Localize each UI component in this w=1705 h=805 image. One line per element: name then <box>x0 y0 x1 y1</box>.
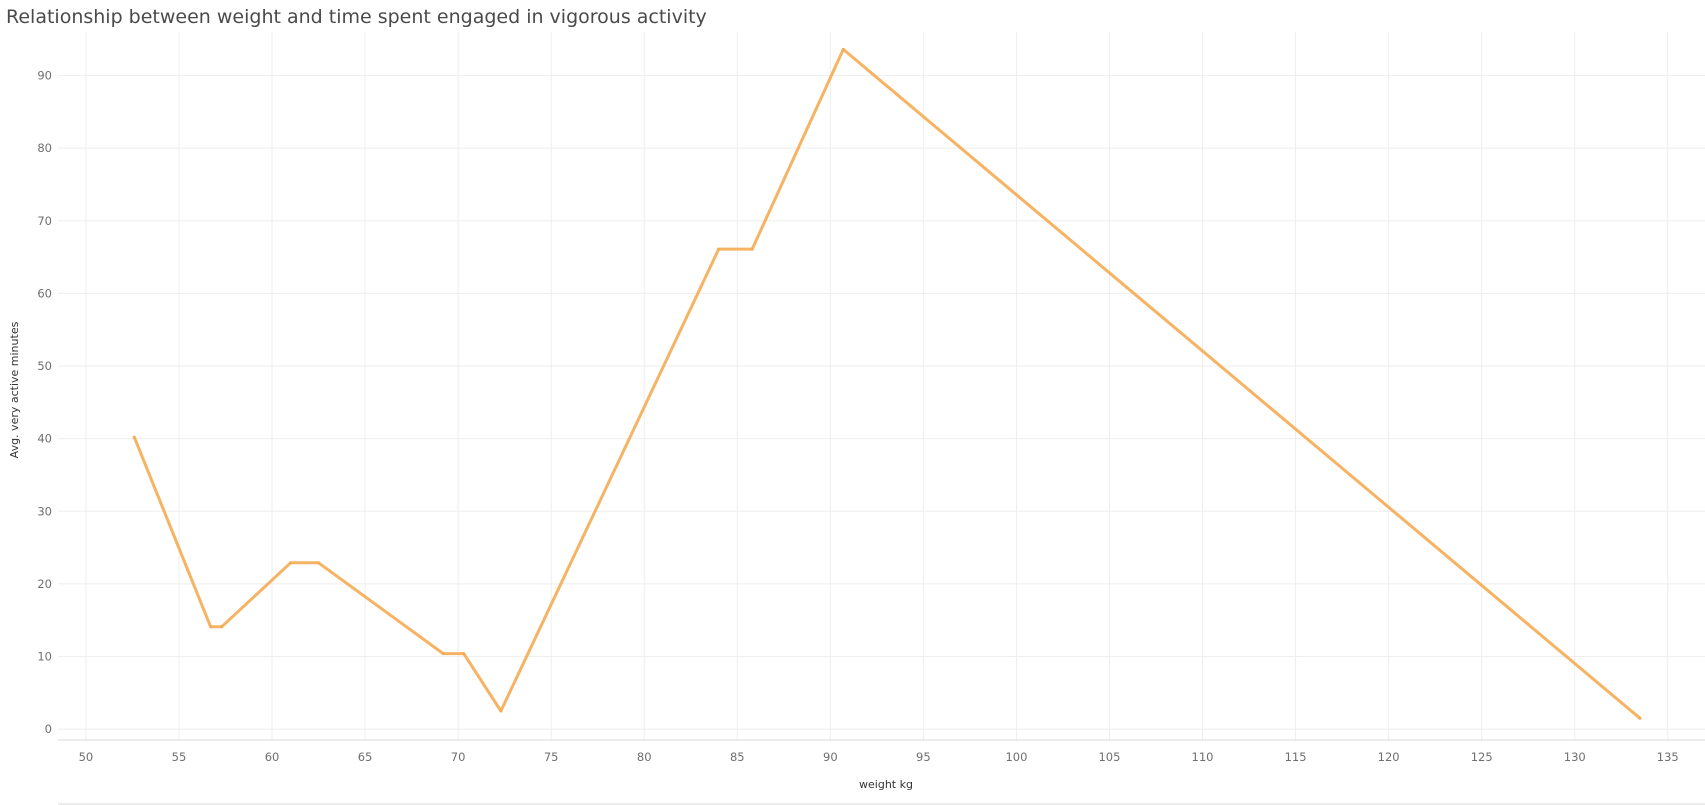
data-point[interactable] <box>1638 716 1642 720</box>
data-point[interactable] <box>750 247 754 251</box>
grid <box>58 32 1705 740</box>
y-tick-label: 30 <box>37 504 52 518</box>
y-axis-title: Avg. very active minutes <box>8 321 21 458</box>
x-tick-label: 90 <box>823 750 838 764</box>
series <box>132 47 1642 720</box>
x-tick-label: 80 <box>637 750 652 764</box>
x-tick-label: 70 <box>451 750 466 764</box>
x-tick-label: 55 <box>172 750 187 764</box>
y-tick-label: 20 <box>37 577 52 591</box>
data-point[interactable] <box>220 625 224 629</box>
y-tick-label: 90 <box>37 69 52 83</box>
series-line <box>132 47 1642 720</box>
x-axis-title: weight kg <box>859 778 913 791</box>
x-tick-label: 85 <box>730 750 745 764</box>
y-tick-label: 10 <box>37 649 52 663</box>
x-tick-label: 120 <box>1378 750 1400 764</box>
data-point[interactable] <box>462 652 466 656</box>
x-tick-label: 130 <box>1564 750 1586 764</box>
data-point[interactable] <box>317 561 321 565</box>
data-point[interactable] <box>289 561 293 565</box>
x-tick-label: 115 <box>1285 750 1307 764</box>
data-point[interactable] <box>717 247 721 251</box>
y-tick-label: 0 <box>45 722 52 736</box>
data-point[interactable] <box>441 652 445 656</box>
axes: 50 55 60 65 70 75 80 85 90 95 100 105 110 115 120 125 13… <box>37 69 1705 805</box>
x-tick-label: 110 <box>1192 750 1214 764</box>
x-tick-label: 75 <box>544 750 559 764</box>
x-tick-label: 105 <box>1098 750 1120 764</box>
x-tick-label: 135 <box>1657 750 1679 764</box>
data-point[interactable] <box>209 625 213 629</box>
y-tick-label: 80 <box>37 141 52 155</box>
y-tick-label: 40 <box>37 432 52 446</box>
x-tick-label: 100 <box>1005 750 1027 764</box>
y-tick-label: 70 <box>37 214 52 228</box>
y-tick-label: 50 <box>37 359 52 373</box>
chart-title: Relationship between weight and time spe… <box>6 6 707 28</box>
y-tick-label: 60 <box>37 286 52 300</box>
x-tick-label: 95 <box>916 750 931 764</box>
data-point[interactable] <box>841 47 845 51</box>
x-tick-label: 60 <box>265 750 280 764</box>
data-point[interactable] <box>132 435 136 439</box>
x-tick-label: 125 <box>1471 750 1493 764</box>
x-tick-label: 65 <box>358 750 373 764</box>
x-tick-label: 50 <box>79 750 94 764</box>
data-point[interactable] <box>499 709 503 713</box>
